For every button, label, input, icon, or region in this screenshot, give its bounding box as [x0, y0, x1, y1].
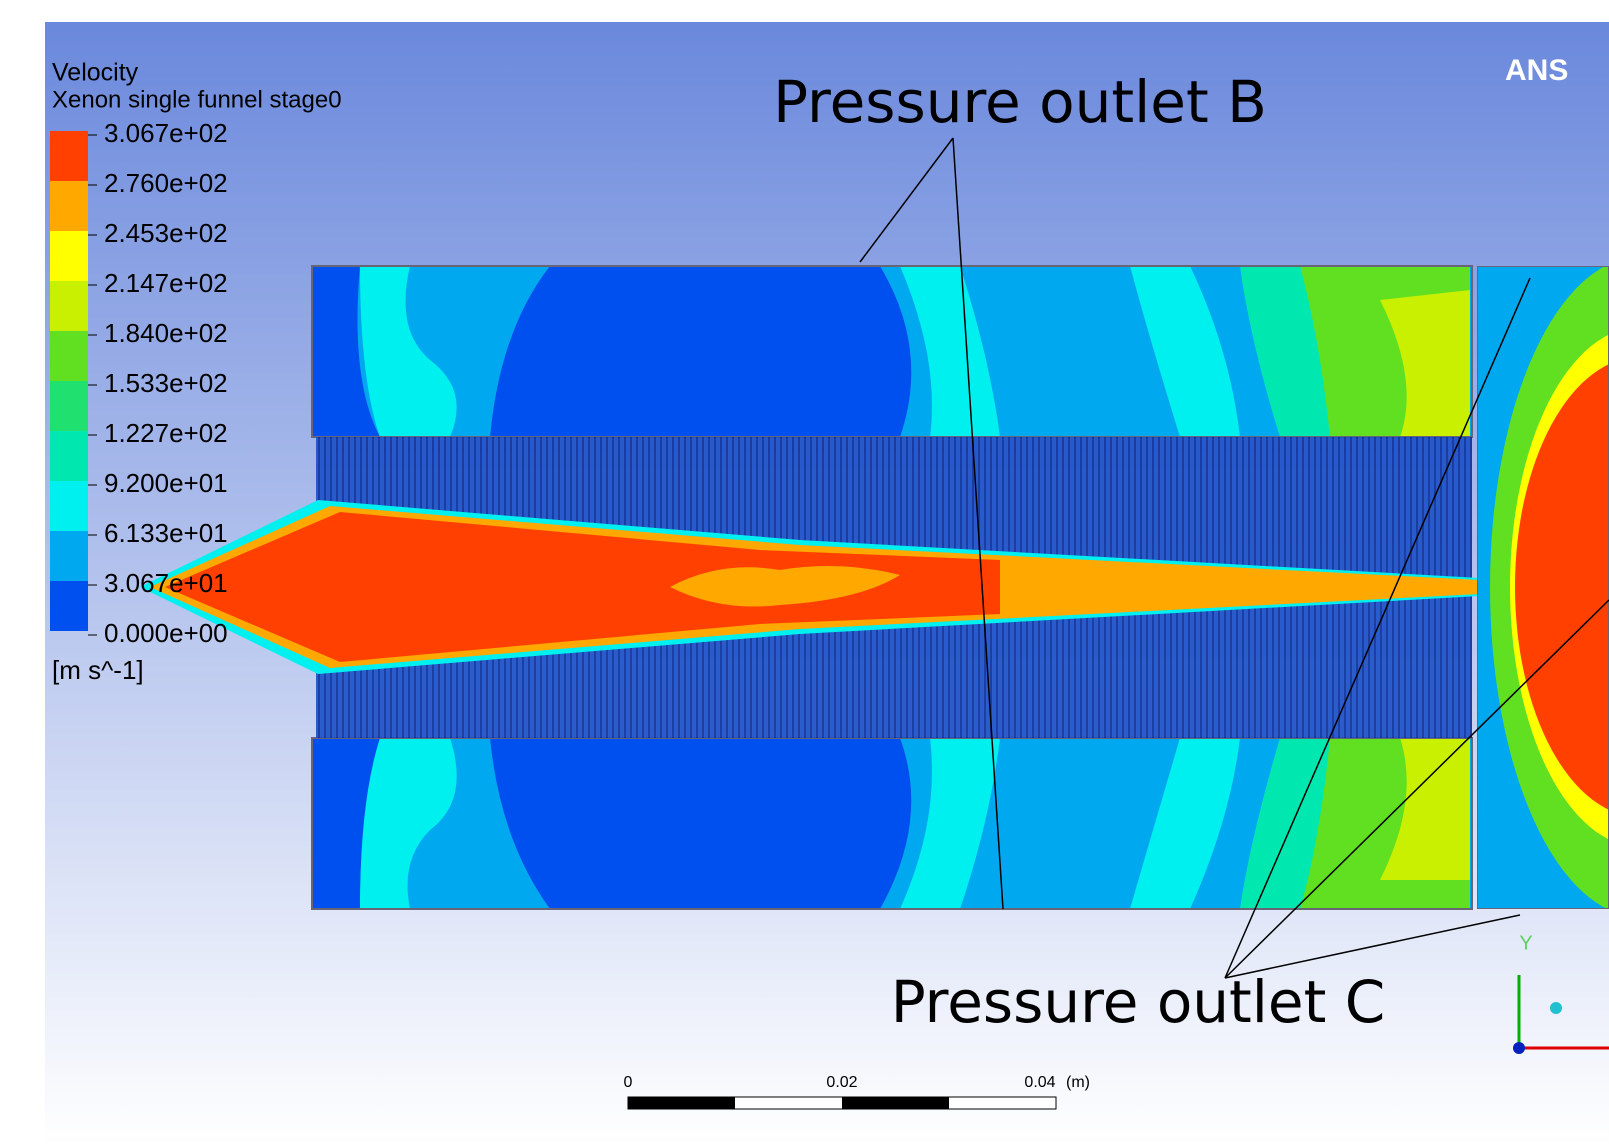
legend-band — [50, 531, 88, 581]
legend-label: 6.133e+01 — [104, 518, 228, 548]
legend-band — [50, 381, 88, 431]
scale-unit: (m) — [1066, 1074, 1090, 1091]
legend-label: 3.067e+01 — [104, 568, 228, 598]
legend-band — [50, 431, 88, 481]
upper-domain — [312, 266, 1472, 437]
legend-label: 1.533e+02 — [104, 368, 228, 398]
legend-label: 9.200e+01 — [104, 468, 228, 498]
screenshot: Velocity Xenon single funnel stage0 3.06… — [0, 0, 1609, 1146]
legend-band — [50, 281, 88, 331]
legend-label: 1.227e+02 — [104, 418, 228, 448]
axis-label: Y — [1519, 932, 1532, 954]
legend-title: Velocity — [52, 59, 139, 87]
legend-label: 1.840e+02 — [104, 318, 228, 348]
lower-domain — [312, 738, 1472, 909]
brand: ANS — [1505, 54, 1568, 87]
scale-label: 0 — [624, 1074, 633, 1091]
scale-label: 0.02 — [826, 1074, 857, 1091]
annotation: Pressure outlet C — [891, 968, 1386, 1036]
legend-band — [50, 481, 88, 531]
legend-band — [50, 131, 88, 181]
legend-label: 2.760e+02 — [104, 168, 228, 198]
legend-band — [50, 231, 88, 281]
legend-label: 2.453e+02 — [104, 218, 228, 248]
legend-subtitle: Xenon single funnel stage0 — [52, 86, 342, 113]
legend-unit: [m s^-1] — [52, 655, 144, 685]
legend-label: 0.000e+00 — [104, 618, 228, 648]
annotation: Pressure outlet B — [773, 68, 1267, 136]
legend-label: 3.067e+02 — [104, 118, 228, 148]
legend-band — [50, 581, 88, 631]
legend-band — [50, 331, 88, 381]
legend: 3.067e+02 2.760e+02 2.453e+02 2.147e+02 1.84… — [50, 118, 228, 648]
scale-label: 0.04 — [1024, 1074, 1055, 1091]
legend-label: 2.147e+02 — [104, 268, 228, 298]
legend-band — [50, 181, 88, 231]
